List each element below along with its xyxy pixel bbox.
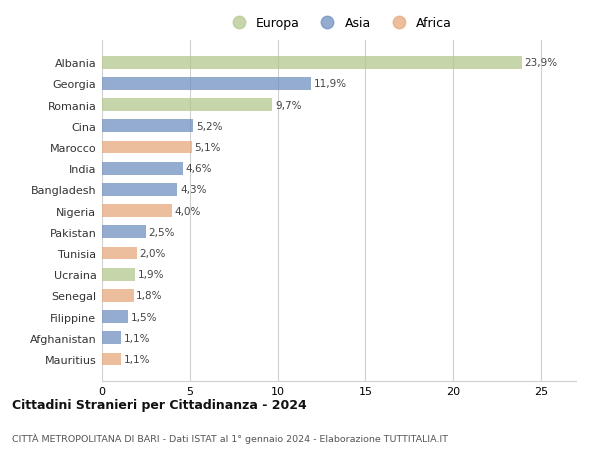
Bar xyxy=(102,289,134,302)
Text: 2,5%: 2,5% xyxy=(149,227,175,237)
Text: 1,1%: 1,1% xyxy=(124,333,151,343)
Bar xyxy=(102,247,137,260)
Bar xyxy=(102,205,172,218)
Text: 1,1%: 1,1% xyxy=(124,354,151,364)
Bar xyxy=(102,99,272,112)
Text: 4,6%: 4,6% xyxy=(185,164,212,174)
Bar xyxy=(102,311,128,323)
Bar xyxy=(102,57,521,69)
Text: 9,7%: 9,7% xyxy=(275,101,301,110)
Text: 1,9%: 1,9% xyxy=(138,269,164,280)
Text: 1,5%: 1,5% xyxy=(131,312,157,322)
Text: 4,0%: 4,0% xyxy=(175,206,201,216)
Bar xyxy=(102,332,121,344)
Bar xyxy=(102,226,146,239)
Bar xyxy=(102,120,193,133)
Bar xyxy=(102,141,191,154)
Bar xyxy=(102,78,311,90)
Bar xyxy=(102,184,178,196)
Text: CITTÀ METROPOLITANA DI BARI - Dati ISTAT al 1° gennaio 2024 - Elaborazione TUTTI: CITTÀ METROPOLITANA DI BARI - Dati ISTAT… xyxy=(12,432,448,442)
Text: 2,0%: 2,0% xyxy=(140,248,166,258)
Text: 1,8%: 1,8% xyxy=(136,291,163,301)
Bar xyxy=(102,353,121,365)
Text: 23,9%: 23,9% xyxy=(524,58,557,68)
Text: 4,3%: 4,3% xyxy=(180,185,206,195)
Text: Cittadini Stranieri per Cittadinanza - 2024: Cittadini Stranieri per Cittadinanza - 2… xyxy=(12,398,307,412)
Bar xyxy=(102,162,183,175)
Legend: Europa, Asia, Africa: Europa, Asia, Africa xyxy=(222,14,456,34)
Bar xyxy=(102,268,136,281)
Text: 5,2%: 5,2% xyxy=(196,122,223,132)
Text: 5,1%: 5,1% xyxy=(194,143,221,153)
Text: 11,9%: 11,9% xyxy=(314,79,347,89)
